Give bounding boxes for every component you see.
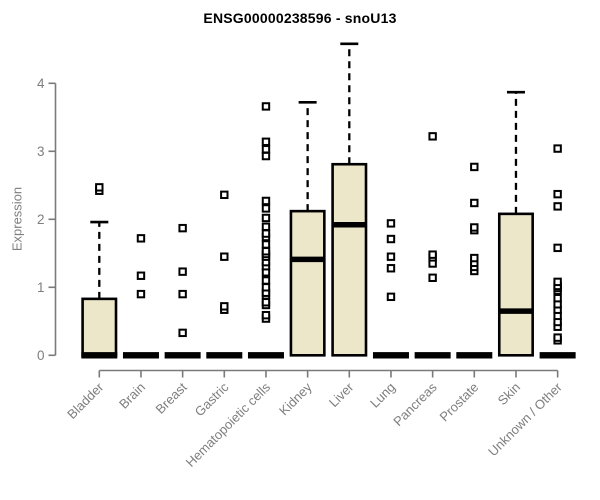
y-tick-label: 1 bbox=[37, 280, 45, 295]
outlier-point bbox=[386, 234, 396, 244]
median-bar bbox=[206, 352, 243, 359]
outlier-point bbox=[261, 222, 271, 231]
boxplot-breast bbox=[164, 223, 201, 359]
x-tick-label: Skin bbox=[495, 380, 523, 408]
chart-title: ENSG00000238596 - snoU13 bbox=[203, 10, 397, 26]
x-tick-label: Breast bbox=[153, 379, 190, 416]
outlier-point bbox=[386, 292, 396, 302]
median-bar bbox=[122, 352, 159, 359]
x-tick-label: Bladder bbox=[64, 379, 107, 422]
outlier-point bbox=[553, 277, 562, 287]
outlier-point bbox=[261, 310, 271, 320]
outlier-point bbox=[553, 144, 562, 153]
outlier-point bbox=[261, 102, 271, 111]
x-tick-label: Kidney bbox=[276, 379, 315, 418]
boxplot-bladder bbox=[81, 183, 118, 359]
median-bar bbox=[456, 352, 493, 359]
outlier-point bbox=[95, 183, 104, 192]
x-tick-label: Pancreas bbox=[390, 379, 440, 429]
x-tick-label: Gastric bbox=[192, 379, 232, 419]
y-tick-label: 2 bbox=[37, 212, 45, 227]
outlier-point bbox=[261, 204, 271, 213]
outlier-point bbox=[428, 273, 437, 282]
outlier-point bbox=[470, 253, 479, 263]
outlier-point bbox=[261, 151, 271, 161]
outlier-point bbox=[261, 276, 271, 285]
outlier-point bbox=[220, 252, 229, 261]
outlier-point bbox=[178, 267, 187, 276]
outlier-point bbox=[261, 145, 271, 154]
outlier-point bbox=[136, 289, 146, 299]
boxplot-unknown-other bbox=[539, 144, 576, 359]
outlier-point bbox=[136, 234, 146, 243]
outlier-point bbox=[386, 264, 396, 273]
outlier-point bbox=[386, 219, 396, 228]
iqr-box bbox=[81, 297, 118, 357]
iqr-box bbox=[289, 209, 326, 357]
outlier-point bbox=[553, 243, 562, 253]
boxplot-prostate bbox=[456, 162, 493, 359]
outlier-point bbox=[261, 196, 271, 206]
boxplot-gastric bbox=[206, 190, 243, 359]
outlier-point bbox=[220, 190, 229, 200]
x-tick-label: Brain bbox=[116, 380, 148, 412]
x-tick-label: Unknown / Other bbox=[485, 379, 565, 459]
outlier-point bbox=[261, 137, 271, 146]
x-tick-label: Prostate bbox=[437, 380, 482, 425]
median-bar bbox=[539, 352, 576, 359]
outlier-point bbox=[428, 132, 437, 141]
outlier-point bbox=[178, 289, 187, 299]
boxplot-hematopoietic-cells bbox=[247, 102, 284, 359]
outlier-point bbox=[178, 223, 187, 233]
x-tick-label: Liver bbox=[326, 379, 357, 410]
outlier-point bbox=[261, 298, 271, 307]
outlier-point bbox=[553, 293, 562, 303]
median-bar bbox=[81, 352, 118, 359]
outlier-point bbox=[386, 252, 396, 261]
y-tick-label: 0 bbox=[37, 348, 45, 363]
boxplot-kidney bbox=[289, 101, 326, 357]
outlier-point bbox=[261, 247, 271, 256]
outlier-point bbox=[470, 198, 479, 208]
outlier-point bbox=[220, 302, 229, 311]
y-tick-label: 3 bbox=[37, 144, 45, 159]
boxplot-skin bbox=[497, 90, 534, 357]
median-bar bbox=[414, 352, 451, 359]
outlier-point bbox=[136, 271, 146, 280]
boxplot-pancreas bbox=[414, 132, 451, 359]
y-axis: 0 1 2 3 4 bbox=[37, 76, 57, 363]
outlier-point bbox=[470, 162, 479, 172]
outlier-point bbox=[261, 283, 271, 292]
iqr-box bbox=[497, 212, 534, 357]
boxplot-liver bbox=[331, 42, 368, 357]
outlier-point bbox=[428, 250, 437, 259]
median-bar bbox=[247, 352, 284, 359]
x-tick-label: Lung bbox=[367, 380, 398, 411]
outlier-point bbox=[261, 229, 271, 238]
outlier-point bbox=[553, 202, 562, 211]
outlier-point bbox=[261, 213, 271, 223]
boxplot-lung bbox=[372, 219, 409, 359]
median-bar bbox=[372, 352, 409, 359]
outlier-point bbox=[261, 240, 271, 249]
y-tick-label: 4 bbox=[37, 76, 45, 91]
median-bar bbox=[164, 352, 201, 359]
boxplot-brain bbox=[122, 234, 159, 359]
outlier-point bbox=[178, 328, 187, 338]
outlier-point bbox=[470, 223, 479, 232]
iqr-box bbox=[331, 162, 368, 357]
outlier-point bbox=[553, 189, 562, 199]
outlier-point bbox=[553, 333, 562, 342]
